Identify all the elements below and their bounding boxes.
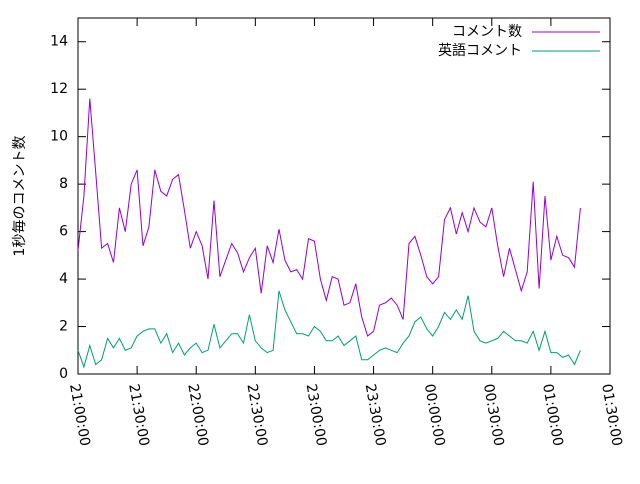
y-tick-label: 0	[59, 366, 68, 382]
x-tick-label: 00:30:00	[480, 383, 507, 448]
data-line	[77, 98, 581, 337]
y-tick-label: 2	[59, 319, 68, 335]
legend-label: コメント数	[452, 24, 522, 40]
x-tick-label: 21:30:00	[125, 383, 152, 448]
legend-label: 英語コメント	[438, 42, 522, 59]
y-tick-label: 6	[59, 224, 68, 240]
x-tick-label: 22:00:00	[184, 383, 211, 448]
x-tick-label: 01:30:00	[598, 383, 625, 448]
x-tick-label: 23:30:00	[362, 383, 389, 448]
x-tick-label: 01:00:00	[539, 383, 566, 448]
y-tick-label: 14	[50, 34, 68, 50]
x-tick-label: 23:00:00	[303, 383, 330, 448]
data-line	[77, 290, 581, 369]
y-tick-label: 4	[59, 271, 68, 287]
x-tick-label: 00:00:00	[421, 383, 448, 448]
x-tick-label: 21:00:00	[66, 383, 93, 448]
x-tick-label: 22:30:00	[243, 383, 270, 448]
plot-frame	[77, 17, 611, 375]
y-axis-label: 1秒毎のコメント数	[12, 136, 28, 257]
y-tick-label: 8	[59, 176, 68, 192]
y-tick-label: 12	[50, 81, 68, 97]
y-tick-label: 10	[50, 129, 68, 145]
